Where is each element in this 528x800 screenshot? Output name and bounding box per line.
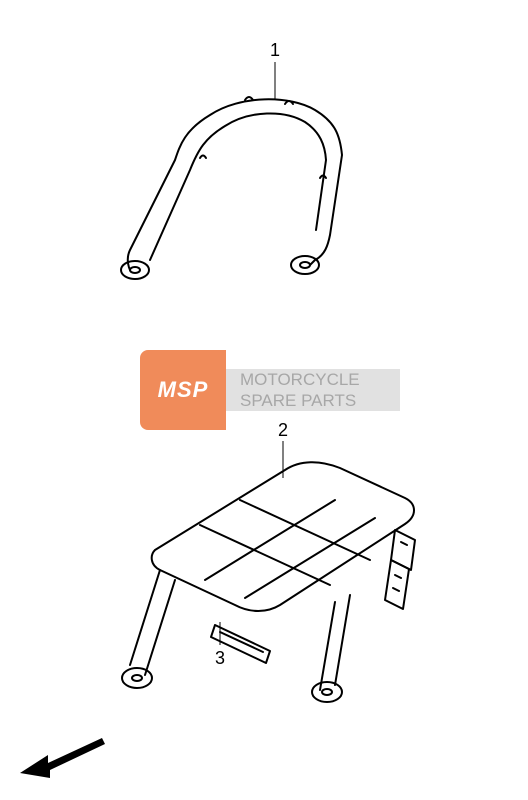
watermark-line2: SPARE PARTS [240,390,400,411]
direction-arrow-icon [20,735,110,780]
watermark-line1: MOTORCYCLE [240,369,400,390]
callout-1: 1 [270,40,280,61]
diagram-canvas: 1 2 3 MSP MOTORCYCLE SPARE PARTS [0,0,528,800]
watermark: MSP MOTORCYCLE SPARE PARTS [140,350,400,430]
callout-3: 3 [215,648,225,669]
watermark-text: MOTORCYCLE SPARE PARTS [226,369,400,412]
arrow-shape [20,738,105,778]
watermark-logo-text: MSP [158,377,209,403]
watermark-logo: MSP [140,350,226,430]
